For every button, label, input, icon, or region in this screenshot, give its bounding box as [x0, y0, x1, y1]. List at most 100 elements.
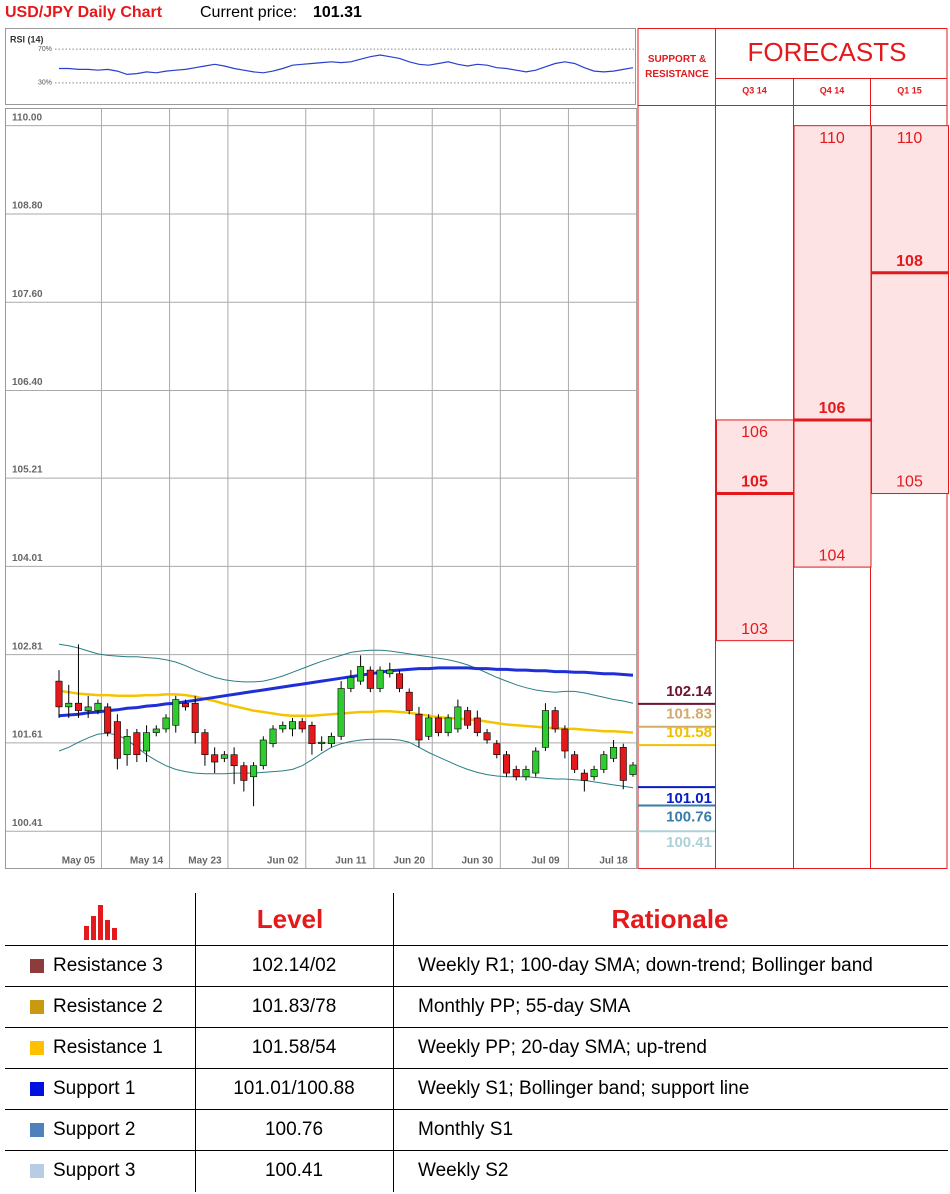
candle-body — [503, 754, 511, 774]
rationale: Weekly R1; 100-day SMA; down-trend; Boll… — [418, 955, 873, 976]
candle-body — [434, 717, 442, 733]
forecast-range — [793, 125, 872, 568]
candle-body — [327, 736, 335, 744]
candle-body — [483, 732, 491, 741]
current-price: 101.31 — [313, 4, 362, 21]
candle-body — [610, 747, 618, 759]
candle-body — [133, 732, 141, 755]
candle-body — [541, 710, 549, 748]
price-label: Current price: — [200, 4, 297, 21]
candle-body — [201, 732, 209, 755]
level-value: 101.83/78 — [252, 996, 337, 1017]
candle-body — [250, 765, 258, 778]
rsi-frame — [5, 28, 636, 105]
forecast-value: 105 — [741, 474, 768, 491]
candle-body — [600, 754, 608, 770]
indicator-line — [58, 643, 634, 704]
x-tick-label: Jun 20 — [393, 856, 425, 867]
swatch — [30, 1041, 44, 1055]
quarter-label: Q4 14 — [820, 85, 845, 95]
candle-body — [590, 769, 598, 778]
forecast-value: 106 — [819, 400, 846, 417]
y-tick-label: 101.61 — [12, 730, 43, 741]
levels-title: SUPPORT & RESISTANCE — [645, 54, 709, 80]
candle-body — [298, 721, 306, 730]
y-tick-label: 104.01 — [12, 553, 43, 564]
candle-body — [396, 673, 404, 689]
candle-body — [152, 728, 160, 733]
candle-body — [464, 710, 472, 726]
x-tick-label: Jun 11 — [335, 856, 367, 867]
level-name: Support 1 — [53, 1078, 135, 1099]
candle-body — [522, 769, 530, 778]
candle-body — [191, 702, 199, 733]
y-tick-label: 110.00 — [12, 112, 42, 123]
rationale: Monthly PP; 55-day SMA — [418, 996, 631, 1017]
rationale: Monthly S1 — [418, 1119, 513, 1140]
candle-body — [211, 754, 219, 763]
forecast-title: FORECASTS — [748, 37, 907, 67]
forecast-low: 105 — [896, 474, 923, 491]
candle-body — [337, 688, 345, 737]
candle-body — [551, 710, 559, 730]
forecast-low: 103 — [741, 621, 768, 638]
candle-body — [415, 713, 423, 741]
candle-body — [123, 736, 131, 755]
rsi-line — [59, 54, 634, 76]
candle-body — [386, 669, 394, 675]
rsi-title: RSI (14) — [10, 34, 44, 44]
forecast-range — [716, 419, 794, 642]
x-tick-label: May 05 — [62, 856, 96, 867]
level-name: Resistance 2 — [53, 996, 163, 1017]
forecast-high: 110 — [819, 130, 845, 147]
y-tick-label: 70% — [38, 46, 52, 53]
candle-body — [425, 717, 433, 737]
candle-body — [269, 728, 277, 744]
x-tick-label: Jun 02 — [267, 856, 299, 867]
candle-body — [55, 680, 63, 708]
candle-body — [357, 666, 365, 682]
level-name: Support 3 — [53, 1160, 135, 1181]
level-value: 100.76 — [265, 1119, 323, 1140]
candle-body — [493, 743, 501, 755]
swatch — [30, 1082, 44, 1096]
level-value: 102.14/02 — [252, 955, 337, 976]
quarter-label: Q1 15 — [897, 85, 922, 95]
swatch — [30, 1000, 44, 1014]
candle-body — [162, 717, 170, 730]
candle-body — [512, 769, 520, 778]
table-rules — [195, 893, 394, 1192]
candle-body — [74, 702, 82, 711]
candle-body — [230, 754, 238, 767]
candle-body — [113, 721, 121, 759]
candle-body — [347, 677, 355, 689]
level-label: 100.76 — [666, 808, 712, 825]
indicator-line — [58, 732, 634, 789]
candle-body — [580, 772, 588, 781]
price-frame — [5, 108, 637, 869]
candle-body — [454, 706, 462, 730]
candle-body — [619, 747, 627, 781]
candle-body — [84, 706, 92, 711]
candle-body — [561, 728, 569, 752]
candle-body — [532, 750, 540, 774]
level-label: 102.14 — [666, 683, 713, 700]
level-value: 100.41 — [265, 1160, 323, 1181]
table-header: Rationale — [611, 904, 728, 934]
candle-body — [65, 702, 73, 708]
level-value: 101.01/100.88 — [233, 1078, 355, 1099]
quarter-label: Q3 14 — [742, 85, 767, 95]
y-tick-label: 30% — [38, 80, 52, 87]
table-header: Level — [257, 904, 324, 934]
swatch — [30, 1123, 44, 1137]
x-tick-label: May 23 — [188, 856, 222, 867]
candle-body — [405, 691, 413, 711]
candle-body — [240, 765, 248, 781]
swatch — [30, 959, 44, 973]
candle-body — [288, 721, 296, 730]
candle-body — [172, 699, 180, 726]
candle-body — [571, 754, 579, 770]
candle-body — [473, 717, 481, 733]
